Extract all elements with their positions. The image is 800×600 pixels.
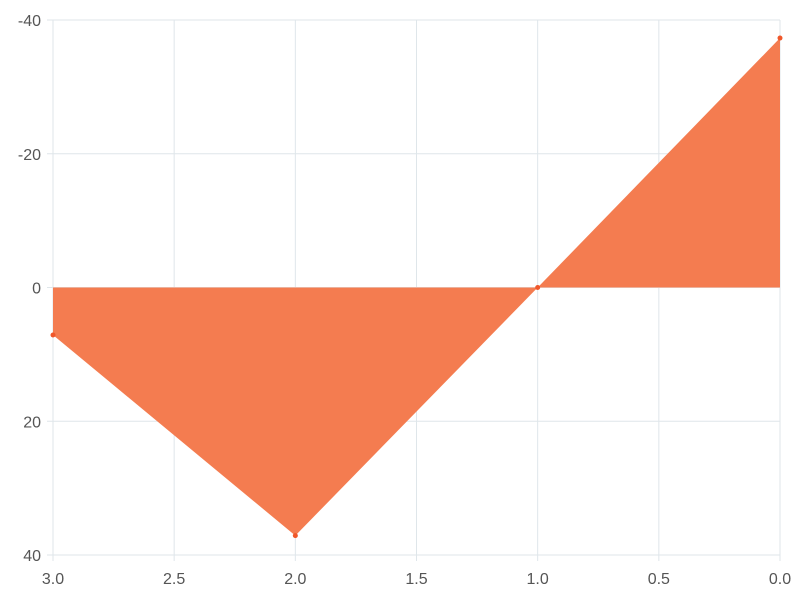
area-fill-0: [53, 38, 780, 536]
data-point[interactable]: [535, 285, 541, 290]
x-tick-label: 3.0: [42, 571, 64, 588]
y-tick-label: 0: [32, 281, 41, 298]
x-tick-label: 2.5: [163, 571, 185, 588]
data-point[interactable]: [292, 533, 298, 539]
x-tick-label: 0.0: [769, 571, 791, 588]
data-point[interactable]: [777, 35, 783, 41]
x-tick-label: 2.0: [284, 571, 306, 588]
y-tick-label: -40: [18, 13, 41, 30]
x-tick-label: 1.5: [405, 571, 427, 588]
y-tick-label: -20: [18, 147, 41, 164]
x-axis-tick-labels: 3.0 2.5 2.0 1.5 1.0 0.5 0.0: [42, 571, 791, 588]
area-series: [53, 38, 780, 536]
data-points: [50, 35, 783, 539]
y-tick-label: 20: [23, 414, 41, 431]
x-tick-label: 0.5: [648, 571, 670, 588]
x-tick-label: 1.0: [527, 571, 549, 588]
y-tick-label: 40: [23, 548, 41, 565]
y-axis-tick-labels: -40 -20 0 20 40: [18, 13, 41, 565]
data-point[interactable]: [50, 332, 56, 338]
